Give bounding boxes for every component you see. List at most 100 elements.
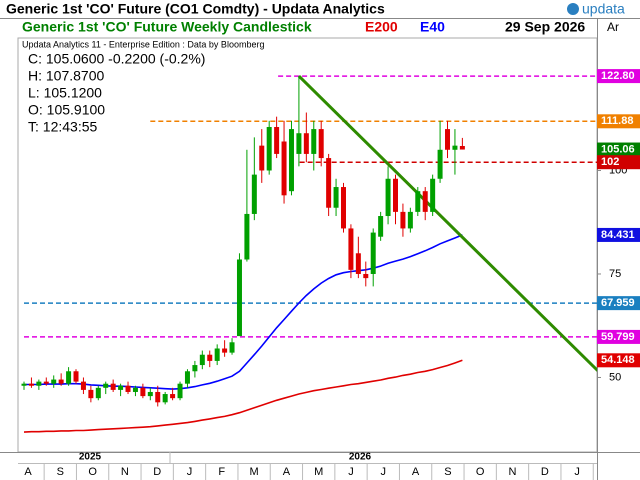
candle-body (103, 383, 109, 388)
candle-body (36, 381, 42, 386)
candle-body (192, 365, 198, 372)
candle-body (370, 232, 376, 274)
x-tick-label: A (283, 466, 291, 478)
candle-body (274, 127, 280, 154)
level-label: 59.799 (601, 331, 635, 343)
candle-body (363, 273, 369, 279)
level-label: 102 (601, 156, 619, 168)
legend-entry: E40 (420, 19, 445, 35)
level-tag (597, 155, 640, 170)
candle-body (378, 216, 384, 237)
candle-body (21, 383, 27, 386)
candle-body (80, 381, 86, 390)
level-tag (597, 114, 640, 129)
info-line: C: 105.0600 -0.2200 (-0.2%) (28, 51, 205, 67)
level-tag (597, 142, 640, 157)
candle-body (244, 213, 250, 260)
logo: updata (582, 1, 625, 17)
level-tag (597, 353, 640, 368)
candle-body (110, 383, 116, 390)
candle-body (162, 394, 168, 403)
logo-icon (567, 3, 579, 15)
candle-body (326, 158, 332, 208)
x-tick-label: F (218, 466, 225, 478)
candle-body (385, 178, 391, 217)
candle-body (199, 354, 205, 366)
level-label: 122.80 (601, 70, 635, 82)
candle-body (140, 387, 146, 397)
info-line: O: 105.9100 (28, 102, 105, 118)
candle-body (170, 394, 176, 399)
level-tag (597, 69, 640, 84)
x-tick-label: N (509, 466, 517, 478)
candle-body (266, 127, 272, 171)
candle-body (43, 381, 49, 384)
level-label: 111.88 (601, 115, 633, 127)
candle-body (355, 253, 361, 274)
legend-entry: E200 (365, 19, 398, 35)
window-title: Generic 1st 'CO' Future (CO1 Comdty) - U… (6, 1, 385, 17)
x-tick-label: A (412, 466, 420, 478)
candle-body (393, 178, 398, 212)
year-label: 2025 (79, 452, 102, 463)
y-tick-label: 50 (609, 371, 621, 383)
x-tick-label: M (314, 466, 323, 478)
plot (21, 75, 597, 433)
candle-body (437, 149, 443, 179)
candle-body (132, 387, 138, 392)
x-tick-label: O (88, 466, 97, 478)
x-tick-label: S (444, 466, 451, 478)
candle-body (147, 391, 153, 397)
candle-body (452, 145, 458, 150)
x-tick-label: O (476, 466, 485, 478)
candle-body (118, 385, 124, 390)
candle-body (311, 129, 317, 154)
candle-body (58, 379, 64, 384)
candle-body (288, 129, 294, 192)
candle-body (407, 211, 413, 229)
candle-body (296, 133, 302, 154)
candle-body (459, 146, 465, 150)
trend-line (297, 75, 597, 373)
x-tick-label: J (574, 466, 580, 478)
level-label: 105.06 (601, 143, 635, 155)
candle-body (28, 383, 34, 386)
candle-body (73, 371, 79, 382)
candle-body (348, 228, 354, 270)
candle-body (236, 259, 242, 337)
candle-body (333, 187, 339, 208)
candle-body (222, 348, 228, 353)
info-line: H: 107.8700 (28, 68, 104, 84)
candle-body (95, 387, 101, 399)
candle-body (281, 141, 287, 196)
candle-body (400, 211, 406, 229)
candle-body (430, 178, 436, 212)
candle-body (340, 187, 346, 229)
candle-body (318, 129, 324, 159)
level-tag (597, 329, 640, 344)
candle-body (303, 133, 309, 154)
x-tick-label: D (541, 466, 549, 478)
candle-body (184, 371, 190, 384)
chart-date: 29 Sep 2026 (505, 19, 585, 35)
candle-body (229, 342, 235, 353)
chart-title: Generic 1st 'CO' Future Weekly Candlesti… (22, 19, 312, 35)
level-label: 84.431 (601, 229, 635, 241)
ma-line (23, 359, 463, 433)
subtitle: Updata Analytics 11 - Enterprise Edition… (22, 39, 264, 49)
candle-body (66, 371, 72, 384)
candle-body (259, 145, 265, 171)
level-tag (597, 296, 640, 311)
candle-body (251, 174, 257, 214)
x-tick-label: J (187, 466, 193, 478)
x-tick-label: A (24, 466, 32, 478)
candle-body (155, 391, 161, 403)
info-line: T: 12:43:55 (28, 119, 97, 135)
candle-body (177, 383, 183, 399)
y-tick-label: 75 (609, 268, 621, 280)
x-tick-label: S (57, 466, 64, 478)
x-tick-label: M (250, 466, 259, 478)
